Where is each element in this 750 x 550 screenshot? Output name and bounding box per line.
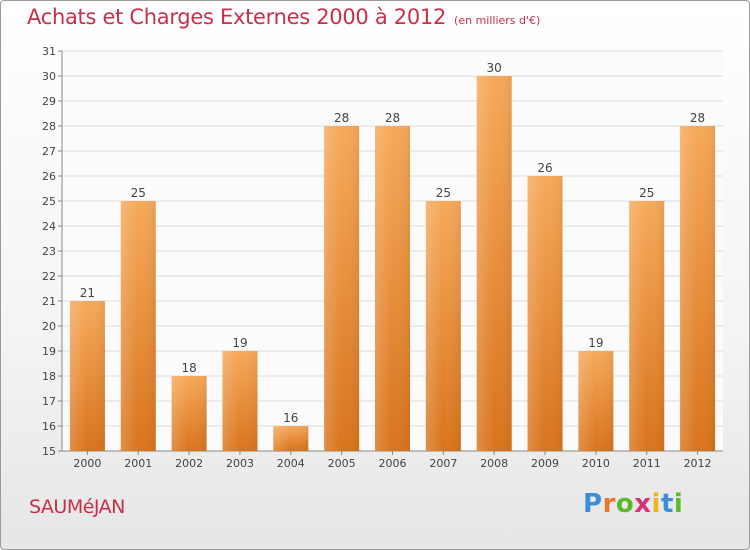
chart-subtitle: (en milliers d'€) [454,14,541,27]
y-tick-label: 19 [42,345,56,358]
bar-shine [680,126,716,451]
bar-value-label: 25 [131,186,146,200]
bar-value-label: 28 [385,111,400,125]
logo-letter: t [660,489,674,519]
bar-shine [375,126,410,451]
y-tick-label: 18 [42,370,56,383]
y-tick-label: 26 [42,170,56,183]
x-tick-label: 2006 [379,457,407,470]
bar-value-label: 19 [232,336,247,350]
x-tick-label: 2011 [633,457,661,470]
x-tick-label: 2007 [429,457,457,470]
x-tick-label: 2003 [226,457,254,470]
x-tick-label: 2010 [582,457,610,470]
bar-value-label: 16 [283,411,298,425]
bar-shine [69,301,105,451]
bar-shine [425,201,461,451]
bar-shine [222,351,258,451]
bar-value-label: 21 [80,286,95,300]
bar-shine [324,126,360,451]
y-tick-label: 23 [42,245,56,258]
y-tick-label: 22 [42,270,56,283]
bar-shine [629,201,665,451]
y-tick-label: 20 [42,320,56,333]
chart-title: Achats et Charges Externes 2000 à 2012 [27,5,447,29]
x-tick-label: 2001 [124,457,152,470]
bar-value-label: 25 [639,186,654,200]
y-tick-label: 17 [42,395,56,408]
logo-letter: P [583,489,603,519]
bar-shine [578,351,614,451]
y-tick-label: 30 [42,70,56,83]
commune-name: SAUMéJAN [29,496,125,518]
y-tick-label: 25 [42,195,56,208]
x-tick-label: 2008 [480,457,508,470]
bar-shine [273,426,309,451]
y-tick-label: 28 [42,120,56,133]
y-tick-label: 21 [42,295,56,308]
bar-value-label: 28 [334,111,349,125]
x-tick-label: 2012 [684,457,712,470]
logo-letter: i [673,489,684,519]
logo-letter: o [615,489,635,519]
logo-letter: x [634,489,652,519]
bar-value-label: 25 [436,186,451,200]
bar-shine [527,176,563,451]
proxiti-logo: Proxiti [583,489,683,519]
x-tick-label: 2009 [531,457,559,470]
bar-value-label: 30 [487,61,502,75]
bar-shine [171,376,207,451]
y-tick-label: 15 [42,445,56,458]
logo-letter: r [602,489,616,519]
bar-value-label: 26 [537,161,552,175]
y-tick-label: 16 [42,420,56,433]
y-tick-label: 31 [42,45,56,58]
y-tick-label: 24 [42,220,56,233]
bar-value-label: 19 [588,336,603,350]
logo-letter: i [651,489,661,519]
y-tick-label: 29 [42,95,56,108]
x-tick-label: 2002 [175,457,203,470]
x-tick-label: 2000 [73,457,101,470]
title-row: Achats et Charges Externes 2000 à 2012 (e… [27,5,540,29]
y-tick-label: 27 [42,145,56,158]
bar-value-label: 28 [690,111,705,125]
bar-shine [120,201,156,451]
bar-value-label: 18 [181,361,196,375]
bar-shine [476,76,512,451]
x-tick-label: 2005 [328,457,356,470]
x-tick-label: 2004 [277,457,305,470]
